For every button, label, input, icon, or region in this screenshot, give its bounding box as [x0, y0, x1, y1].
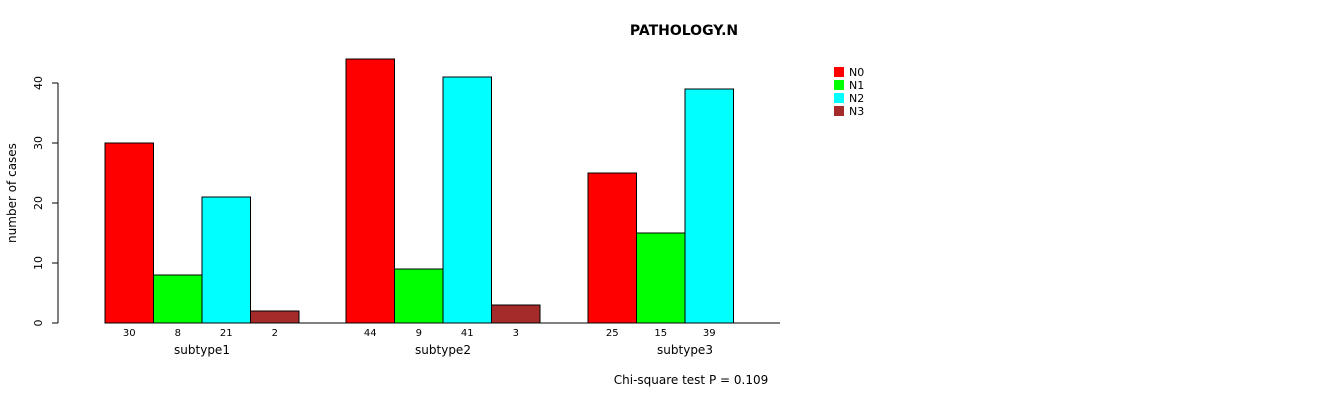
bar-group-subtype3: 25 15 39 subtype3 — [587, 88, 734, 357]
bar-group-subtype1: 30 8 21 2 subtype1 — [104, 142, 300, 357]
category-label-subtype1: subtype1 — [174, 343, 230, 357]
legend-swatch — [834, 106, 844, 116]
y-tick-label: 20 — [32, 196, 45, 210]
bar-subtype1-N2 — [201, 196, 251, 324]
category-label-subtype3: subtype3 — [657, 343, 713, 357]
bar-subtype3-N1 — [636, 232, 686, 324]
bar-group-subtype2: 44 9 41 3 subtype2 — [345, 58, 541, 357]
bar-value-label: 15 — [654, 328, 667, 339]
legend-swatch — [834, 67, 844, 77]
legend-item-N3: N3 — [834, 105, 864, 118]
legend-label: N3 — [849, 105, 864, 118]
bar-subtype1-N0 — [104, 142, 154, 324]
y-axis: 0 10 20 30 40 — [32, 76, 59, 327]
bar-value-label: 2 — [272, 328, 278, 339]
chi-square-footnote: Chi-square test P = 0.109 — [614, 373, 768, 387]
y-tick-label: 30 — [32, 136, 45, 150]
y-tick-label: 0 — [32, 320, 45, 327]
bar-value-label: 30 — [123, 328, 136, 339]
bar-value-label: 25 — [606, 328, 619, 339]
y-tick-label: 40 — [32, 76, 45, 90]
y-tick-label: 10 — [32, 256, 45, 270]
bar-subtype3-N0 — [587, 172, 637, 324]
bar-subtype2-N3 — [491, 304, 541, 324]
bar-subtype2-N1 — [394, 268, 444, 324]
legend-swatch — [834, 93, 844, 103]
legend-label: N2 — [849, 92, 864, 105]
bar-subtype2-N2 — [442, 76, 492, 324]
bar-value-label: 21 — [220, 328, 233, 339]
bar-subtype1-N3 — [250, 310, 300, 324]
bar-subtype3-N2 — [684, 88, 734, 324]
bar-value-label: 39 — [703, 328, 716, 339]
bar-value-label: 8 — [175, 328, 181, 339]
legend-item-N2: N2 — [834, 92, 864, 105]
category-label-subtype2: subtype2 — [415, 343, 471, 357]
legend-swatch — [834, 80, 844, 90]
y-axis-label: number of cases — [5, 143, 19, 243]
legend-item-N0: N0 — [834, 66, 864, 79]
bar-value-label: 3 — [513, 328, 519, 339]
bar-subtype2-N0 — [345, 58, 395, 324]
legend-label: N0 — [849, 66, 864, 79]
bar-value-label: 9 — [416, 328, 422, 339]
legend-label: N1 — [849, 79, 864, 92]
legend-item-N1: N1 — [834, 79, 864, 92]
chart-title: PATHOLOGY.N — [630, 23, 738, 39]
bar-subtype1-N1 — [153, 274, 203, 324]
bars: 30 8 21 2 subtype1 44 9 41 3 subtype2 25 15 39 subtyp… — [104, 58, 734, 357]
bar-value-label: 41 — [461, 328, 474, 339]
bar-value-label: 44 — [364, 328, 377, 339]
